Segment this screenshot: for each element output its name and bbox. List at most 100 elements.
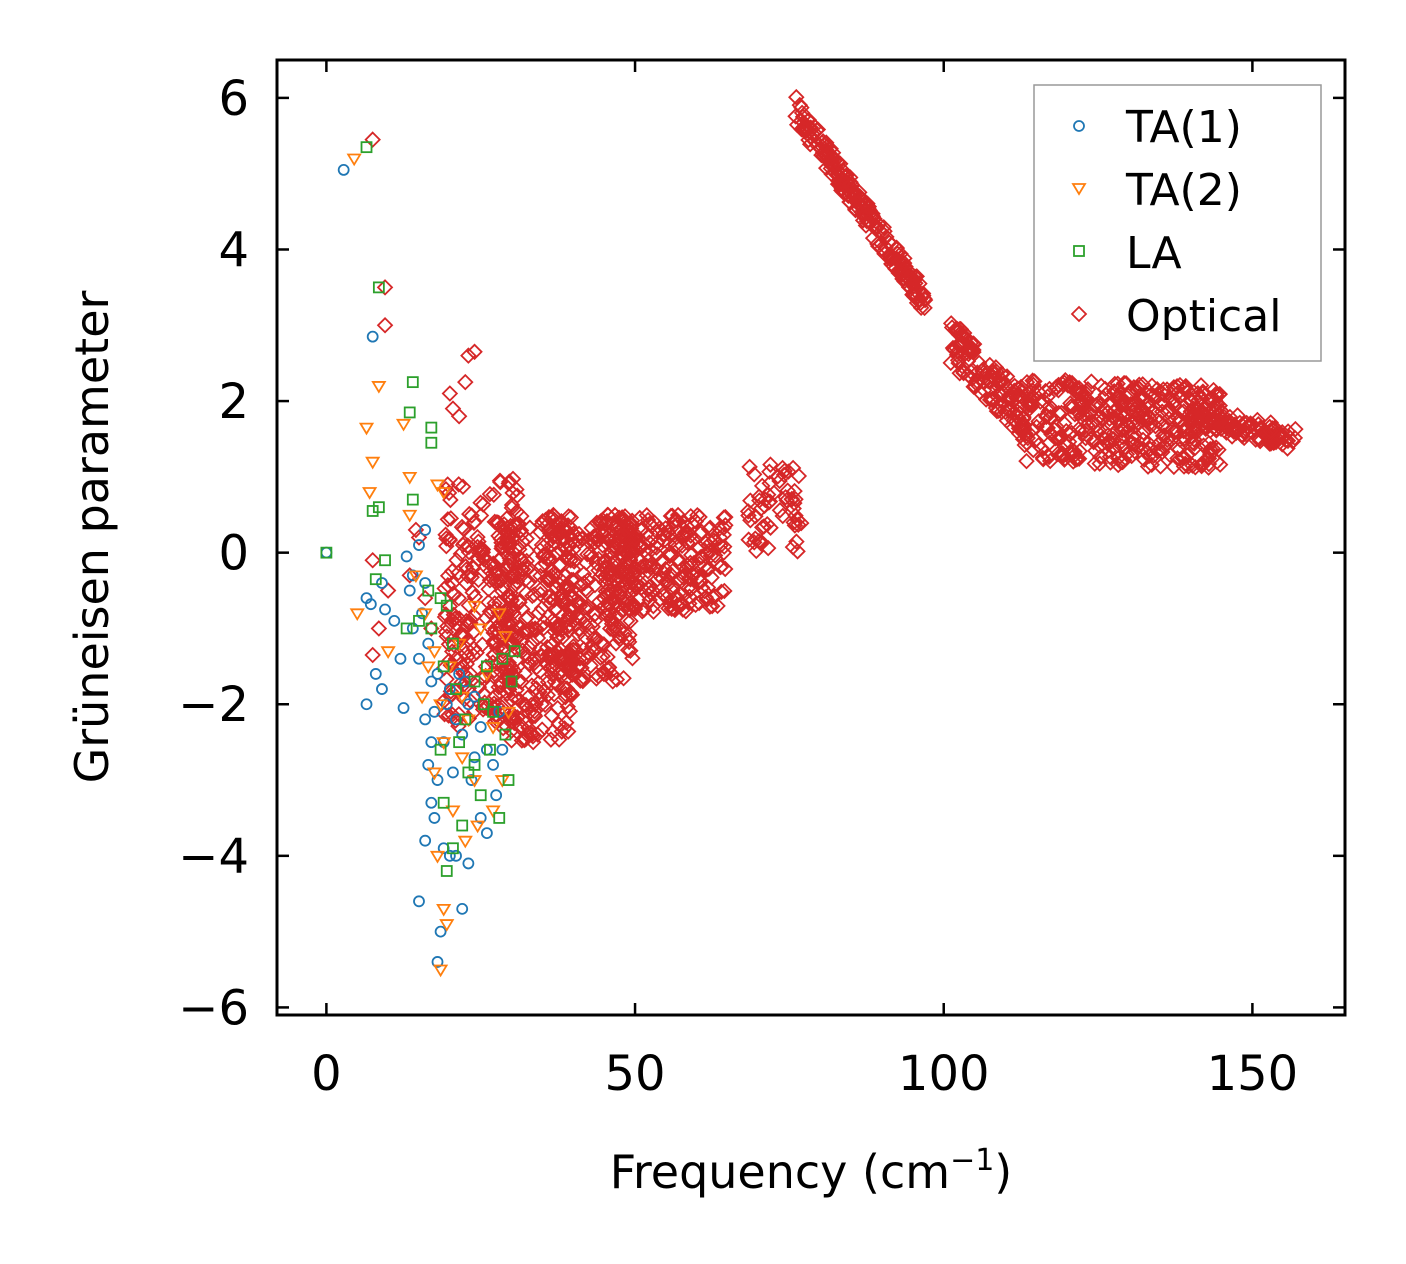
point-optical: [486, 646, 503, 663]
point-optical: [609, 519, 626, 537]
point-optical: [1204, 412, 1221, 430]
point-optical: [1070, 450, 1088, 468]
point-optical: [1010, 387, 1027, 405]
point-optical: [1247, 431, 1264, 448]
point-optical: [440, 707, 458, 724]
point-optical: [655, 532, 673, 549]
point-optical: [1198, 413, 1216, 431]
point-optical: [559, 698, 576, 715]
point-optical: [1143, 377, 1161, 395]
point-ta1: [413, 895, 425, 908]
point-optical: [450, 706, 468, 723]
point-ta2: [454, 752, 470, 766]
point-optical: [669, 506, 687, 524]
point-optical: [771, 472, 788, 490]
point-optical: [509, 709, 526, 726]
point-la: [406, 493, 419, 506]
point-optical: [506, 714, 523, 732]
point-optical: [952, 337, 970, 354]
point-optical: [681, 595, 698, 612]
point-optical: [1128, 403, 1146, 421]
point-optical: [564, 571, 582, 589]
point-optical: [1171, 376, 1189, 394]
point-optical: [443, 612, 460, 629]
legend-marker-ta1: [1073, 120, 1085, 132]
point-optical: [1126, 436, 1144, 454]
point-optical: [599, 648, 616, 666]
point-optical: [574, 672, 592, 690]
point-optical: [503, 614, 521, 632]
point-optical: [441, 530, 458, 548]
point-optical: [797, 118, 814, 136]
point-la: [422, 584, 435, 597]
point-la: [487, 705, 499, 718]
point-ta1: [419, 577, 432, 589]
point-ta1: [468, 690, 481, 703]
point-optical: [570, 525, 588, 543]
point-optical: [1005, 404, 1023, 421]
point-la: [440, 599, 453, 612]
point-optical: [583, 625, 601, 643]
point-optical: [460, 597, 478, 614]
point-optical: [1177, 377, 1195, 395]
point-optical: [364, 131, 381, 148]
point-optical: [606, 577, 623, 595]
x-axis-title-main: Frequency (cm: [610, 1145, 950, 1199]
point-optical: [700, 520, 718, 538]
point-optical: [595, 636, 613, 653]
point-optical: [982, 373, 999, 391]
point-la: [413, 614, 425, 627]
point-optical: [518, 725, 535, 743]
point-optical: [678, 518, 696, 535]
point-optical: [525, 586, 543, 603]
point-ta1: [425, 736, 438, 749]
point-optical: [450, 407, 468, 425]
point-optical: [664, 507, 681, 525]
point-optical: [1109, 375, 1126, 393]
point-optical: [753, 477, 771, 495]
point-optical: [1262, 422, 1279, 440]
point-optical: [787, 491, 804, 508]
point-la: [480, 660, 493, 673]
point-ta1: [388, 614, 401, 627]
point-ta2: [426, 646, 443, 659]
data-marks: [320, 88, 1304, 978]
point-optical: [1102, 454, 1119, 471]
point-optical: [518, 530, 535, 547]
point-ta1: [394, 652, 407, 665]
point-optical: [716, 560, 734, 578]
point-ta2: [429, 479, 446, 493]
point-optical: [666, 589, 684, 607]
point-optical: [633, 536, 650, 554]
point-optical: [600, 602, 618, 620]
point-ta2: [466, 775, 483, 788]
point-optical: [540, 588, 558, 606]
point-optical: [503, 591, 520, 609]
point-optical: [1083, 373, 1100, 390]
point-optical: [542, 731, 560, 748]
point-optical: [512, 551, 530, 568]
point-optical: [1139, 400, 1156, 417]
legend-item-optical: Optical: [1070, 291, 1281, 342]
point-optical: [1210, 386, 1228, 404]
point-optical: [702, 547, 720, 565]
point-optical: [561, 578, 578, 596]
point-optical: [788, 533, 805, 550]
legend-item-ta1: TA(1): [1073, 102, 1242, 153]
point-optical: [742, 511, 759, 529]
point-optical: [979, 372, 997, 390]
point-optical: [676, 566, 693, 584]
point-optical: [542, 660, 559, 678]
point-la: [434, 592, 447, 605]
point-optical: [1012, 413, 1030, 430]
point-optical: [504, 705, 521, 723]
point-la: [437, 796, 450, 809]
point-optical: [1227, 424, 1245, 442]
point-la: [468, 758, 481, 771]
point-optical: [643, 517, 661, 535]
y-tick-label: −2: [178, 677, 249, 733]
point-optical: [569, 625, 587, 643]
x-tick-label: 150: [1207, 1046, 1299, 1102]
point-optical: [549, 676, 566, 694]
point-optical: [600, 659, 618, 676]
